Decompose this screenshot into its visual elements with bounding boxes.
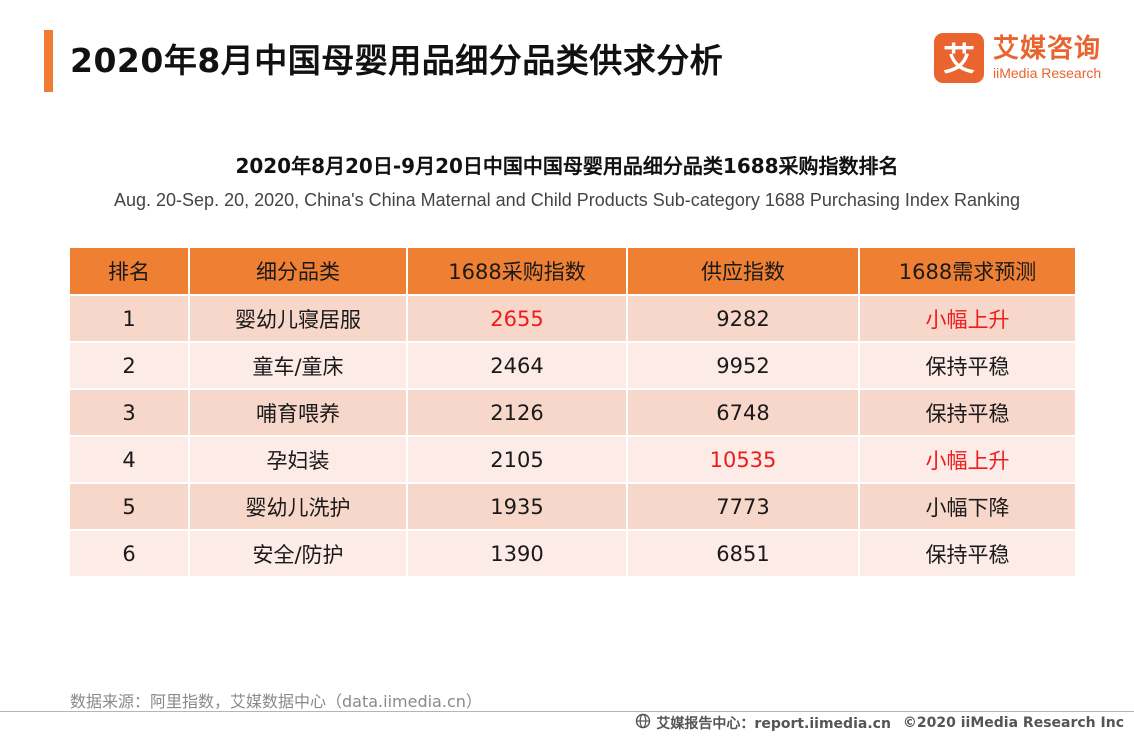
table-row: 1 婴幼儿寝居服 2655 9282 小幅上升 xyxy=(70,295,1075,343)
cell-supply-index: 6748 xyxy=(627,389,860,437)
title-accent-bar xyxy=(44,30,53,92)
cell-category: 童车/童床 xyxy=(189,342,408,390)
cell-supply-index: 7773 xyxy=(627,483,860,531)
cell-rank: 4 xyxy=(70,436,190,484)
cell-category: 婴幼儿洗护 xyxy=(189,483,408,531)
ranking-table: 排名 细分品类 1688采购指数 供应指数 1688需求预测 1 婴幼儿寝居服 … xyxy=(70,248,1075,578)
header-supply-index: 供应指数 xyxy=(627,248,860,296)
logo-name-cn: 艾媒咨询 xyxy=(993,34,1102,64)
footer-copyright: ©2020 iiMedia Research Inc xyxy=(902,715,1124,731)
header-rank: 排名 xyxy=(70,248,190,296)
globe-icon xyxy=(635,713,651,733)
cell-supply-index: 9282 xyxy=(627,295,860,343)
cell-purchase-index: 2126 xyxy=(407,389,628,437)
cell-category: 安全/防护 xyxy=(189,530,408,578)
cell-purchase-index: 1390 xyxy=(407,530,628,578)
header-category: 细分品类 xyxy=(189,248,408,296)
cell-supply-index: 6851 xyxy=(627,530,860,578)
cell-demand-forecast: 保持平稳 xyxy=(859,389,1075,437)
footer-divider xyxy=(0,711,1134,712)
cell-demand-forecast: 小幅上升 xyxy=(859,295,1075,343)
cell-supply-index: 10535 xyxy=(627,436,860,484)
header-demand-forecast: 1688需求预测 xyxy=(859,248,1075,296)
cell-purchase-index: 2464 xyxy=(407,342,628,390)
cell-demand-forecast: 小幅下降 xyxy=(859,483,1075,531)
cell-rank: 3 xyxy=(70,389,190,437)
cell-category: 哺育喂养 xyxy=(189,389,408,437)
brand-logo: 艾 艾媒咨询 iiMedia Research xyxy=(934,32,1101,84)
cell-rank: 2 xyxy=(70,342,190,390)
data-source-note: 数据来源：阿里指数，艾媒数据中心（data.iimedia.cn） xyxy=(70,692,482,711)
cell-supply-index: 9952 xyxy=(627,342,860,390)
cell-rank: 5 xyxy=(70,483,190,531)
cell-category: 孕妇装 xyxy=(189,436,408,484)
table-row: 4 孕妇装 2105 10535 小幅上升 xyxy=(70,436,1075,484)
header-purchase-index: 1688采购指数 xyxy=(407,248,628,296)
table-subtitle: Aug. 20-Sep. 20, 2020, China's China Mat… xyxy=(114,190,1020,210)
cell-rank: 1 xyxy=(70,295,190,343)
table-row: 6 安全/防护 1390 6851 保持平稳 xyxy=(70,530,1075,578)
cell-purchase-index: 2655 xyxy=(407,295,628,343)
table-row: 2 童车/童床 2464 9952 保持平稳 xyxy=(70,342,1075,390)
table-header-row: 排名 细分品类 1688采购指数 供应指数 1688需求预测 xyxy=(70,248,1075,296)
table-row: 3 哺育喂养 2126 6748 保持平稳 xyxy=(70,389,1075,437)
cell-demand-forecast: 保持平稳 xyxy=(859,530,1075,578)
cell-category: 婴幼儿寝居服 xyxy=(189,295,408,343)
table-row: 5 婴幼儿洗护 1935 7773 小幅下降 xyxy=(70,483,1075,531)
logo-mark-icon: 艾 xyxy=(934,33,984,83)
page-footer: 艾媒报告中心：report.iimedia.cn ©2020 iiMedia R… xyxy=(635,713,1124,733)
cell-rank: 6 xyxy=(70,530,190,578)
cell-demand-forecast: 保持平稳 xyxy=(859,342,1075,390)
page-title: 2020年8月中国母婴用品细分品类供求分析 xyxy=(70,41,724,80)
logo-name-en: iiMedia Research xyxy=(993,65,1102,81)
cell-purchase-index: 1935 xyxy=(407,483,628,531)
table-title: 2020年8月20日-9月20日中国中国母婴用品细分品类1688采购指数排名 xyxy=(235,154,899,178)
footer-report-link[interactable]: 艾媒报告中心：report.iimedia.cn xyxy=(656,716,891,732)
cell-purchase-index: 2105 xyxy=(407,436,628,484)
logo-mark-char: 艾 xyxy=(943,40,975,78)
cell-demand-forecast: 小幅上升 xyxy=(859,436,1075,484)
